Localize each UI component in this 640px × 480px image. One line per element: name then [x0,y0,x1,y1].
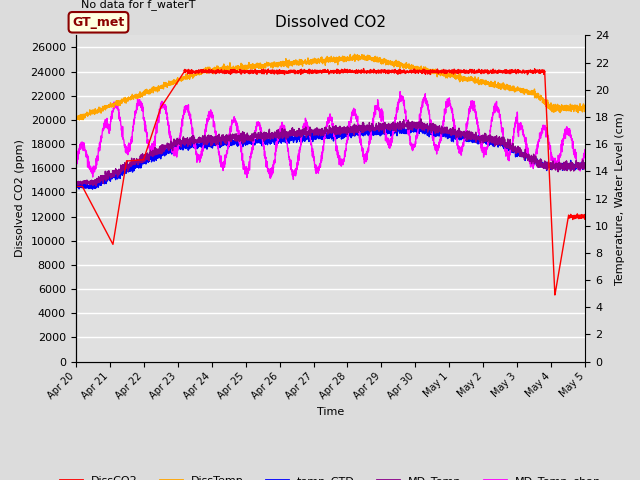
temp_CTD [268,133,275,139]
Y-axis label: Temperature, Water Level (cm): Temperature, Water Level (cm) [615,112,625,285]
DissCO2 [582,214,589,220]
MD_Temp [72,178,79,183]
temp_CTD [89,186,97,192]
MD_Temp [268,133,275,139]
MD_Temp_chan [268,173,275,179]
temp_CTD [417,122,425,128]
Line: MD_Temp: MD_Temp [76,119,586,186]
temp_CTD [72,183,79,189]
temp_CTD [572,164,580,170]
MD_Temp [130,157,138,163]
DissCO2 [130,157,138,163]
MD_Temp_chan [582,147,589,153]
Line: DissCO2: DissCO2 [76,69,586,295]
DissTemp [130,93,138,98]
MD_Temp [572,161,580,167]
MD_Temp_chan [130,116,138,122]
DissTemp [582,107,589,112]
DissTemp [160,83,168,88]
X-axis label: Time: Time [317,407,344,417]
MD_Temp_chan [72,166,79,171]
MD_Temp [92,183,100,189]
MD_Temp_chan [160,104,168,110]
MD_Temp_chan [396,89,404,95]
temp_CTD [517,151,525,157]
Text: No data for f_waterT: No data for f_waterT [81,0,195,11]
Y-axis label: Dissolved CO2 (ppm): Dissolved CO2 (ppm) [15,140,25,257]
DissCO2 [551,292,559,298]
MD_Temp_chan [517,120,525,126]
DissCO2 [289,69,297,74]
MD_Temp [517,148,525,154]
DissCO2 [572,215,580,220]
Title: Dissolved CO2: Dissolved CO2 [275,15,386,30]
DissCO2 [268,68,275,73]
Line: MD_Temp_chan: MD_Temp_chan [76,92,586,180]
MD_Temp [582,166,589,171]
temp_CTD [130,168,138,174]
DissCO2 [360,66,367,72]
DissTemp [76,117,83,123]
MD_Temp [160,144,168,150]
DissCO2 [517,70,525,75]
MD_Temp [417,116,425,122]
Line: DissTemp: DissTemp [76,54,586,120]
Legend: DissCO2, DissTemp, temp_CTD, MD_Temp, MD_Temp_chan: DissCO2, DissTemp, temp_CTD, MD_Temp, MD… [56,472,605,480]
MD_Temp_chan [289,177,297,182]
DissTemp [72,116,79,121]
DissTemp [289,58,297,64]
MD_Temp [289,129,297,135]
DissTemp [517,88,525,94]
temp_CTD [289,135,297,141]
Line: temp_CTD: temp_CTD [76,125,586,189]
temp_CTD [160,149,168,155]
Text: GT_met: GT_met [72,16,125,29]
MD_Temp_chan [572,153,580,159]
DissCO2 [72,183,79,189]
MD_Temp_chan [289,171,297,177]
temp_CTD [582,163,589,169]
DissCO2 [160,100,168,106]
DissTemp [351,51,358,57]
DissTemp [572,106,580,111]
DissTemp [268,62,275,68]
